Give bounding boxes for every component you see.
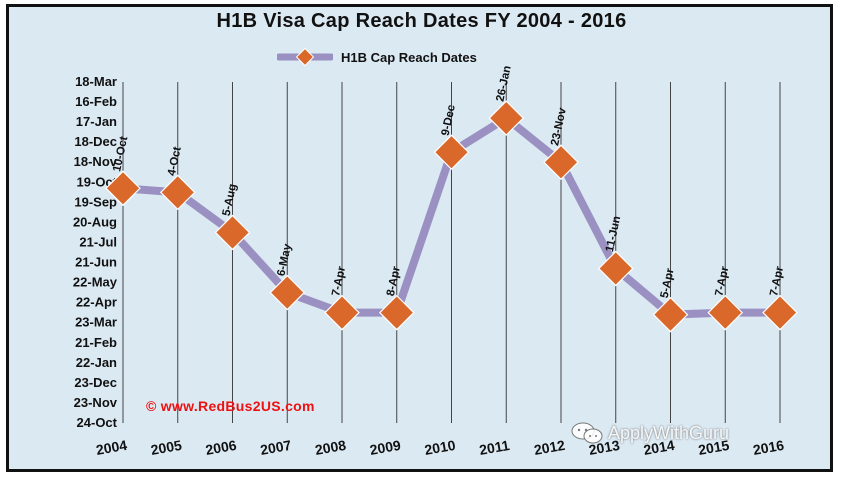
x-tick-label: 2004 [95, 437, 129, 458]
x-tick-label: 2016 [752, 437, 786, 458]
x-tick-label: 2010 [423, 437, 457, 458]
data-label: 5-Aug [221, 183, 240, 217]
data-point [214, 214, 251, 251]
x-tick-label: 2007 [259, 437, 293, 458]
data-label: 6-May [275, 242, 294, 277]
data-point [707, 294, 744, 331]
data-label: 4-Oct [166, 146, 184, 177]
legend-label: H1B Cap Reach Dates [341, 49, 477, 65]
y-tick-label: 18-Mar [75, 74, 117, 89]
legend: H1B Cap Reach Dates [277, 46, 477, 68]
watermark-text: ApplyWithGuru [608, 422, 730, 443]
data-point [378, 294, 415, 331]
y-tick-label: 22-Jan [76, 355, 117, 370]
chart-title: H1B Visa Cap Reach Dates FY 2004 - 2016 [216, 10, 627, 32]
y-tick-label: 18-Nov [74, 154, 118, 169]
y-tick-label: 17-Jan [76, 114, 117, 129]
copyright-text: © www.RedBus2US.com [146, 398, 315, 414]
data-label: 5-Apr [659, 267, 677, 299]
data-point [433, 134, 470, 171]
y-tick-label: 20-Aug [73, 214, 117, 229]
x-tick-label: 2012 [533, 437, 567, 458]
x-tick-label: 2015 [697, 437, 731, 458]
data-point [324, 294, 360, 331]
chat-bubbles-icon [571, 422, 603, 444]
data-label: 7-Apr [713, 265, 731, 297]
watermark: ApplyWithGuru [570, 421, 729, 445]
y-tick-label: 19-Oct [77, 174, 118, 189]
y-tick-label: 22-May [73, 275, 118, 290]
data-point [105, 170, 141, 207]
y-tick-label: 23-Dec [74, 375, 117, 390]
data-point [652, 296, 689, 333]
y-tick-label: 21-Feb [75, 335, 117, 350]
x-tick-label: 2011 [478, 437, 511, 458]
y-tick-label: 23-Mar [75, 315, 117, 330]
y-tick-label: 23-Nov [74, 395, 118, 410]
data-point [269, 274, 306, 311]
y-tick-label: 22-Apr [76, 295, 117, 310]
data-label: 9-Dec [440, 103, 458, 137]
data-label: 7-Apr [330, 265, 348, 297]
x-tick-label: 2014 [642, 437, 676, 458]
y-tick-label: 19-Sep [74, 194, 117, 209]
y-tick-label: 18-Dec [74, 134, 117, 149]
data-label: 11-Jun [604, 215, 623, 253]
data-label: 26-Jan [494, 65, 513, 103]
data-point [488, 100, 525, 136]
data-label: 23-Nov [549, 106, 569, 147]
data-point [597, 250, 634, 287]
data-point [762, 294, 798, 331]
y-tick-label: 24-Oct [77, 415, 118, 430]
y-tick-label: 21-Jul [79, 234, 117, 249]
y-tick-label: 16-Feb [75, 94, 117, 109]
legend-swatch-icon [277, 47, 333, 67]
data-label: 7-Apr [768, 265, 786, 297]
x-tick-label: 2005 [149, 437, 183, 458]
data-point [543, 144, 579, 181]
data-point [159, 174, 196, 211]
x-tick-label: 2008 [314, 437, 348, 458]
x-tick-label: 2006 [204, 437, 238, 458]
x-tick-label: 2009 [368, 437, 402, 458]
y-tick-label: 21-Jun [75, 255, 117, 270]
